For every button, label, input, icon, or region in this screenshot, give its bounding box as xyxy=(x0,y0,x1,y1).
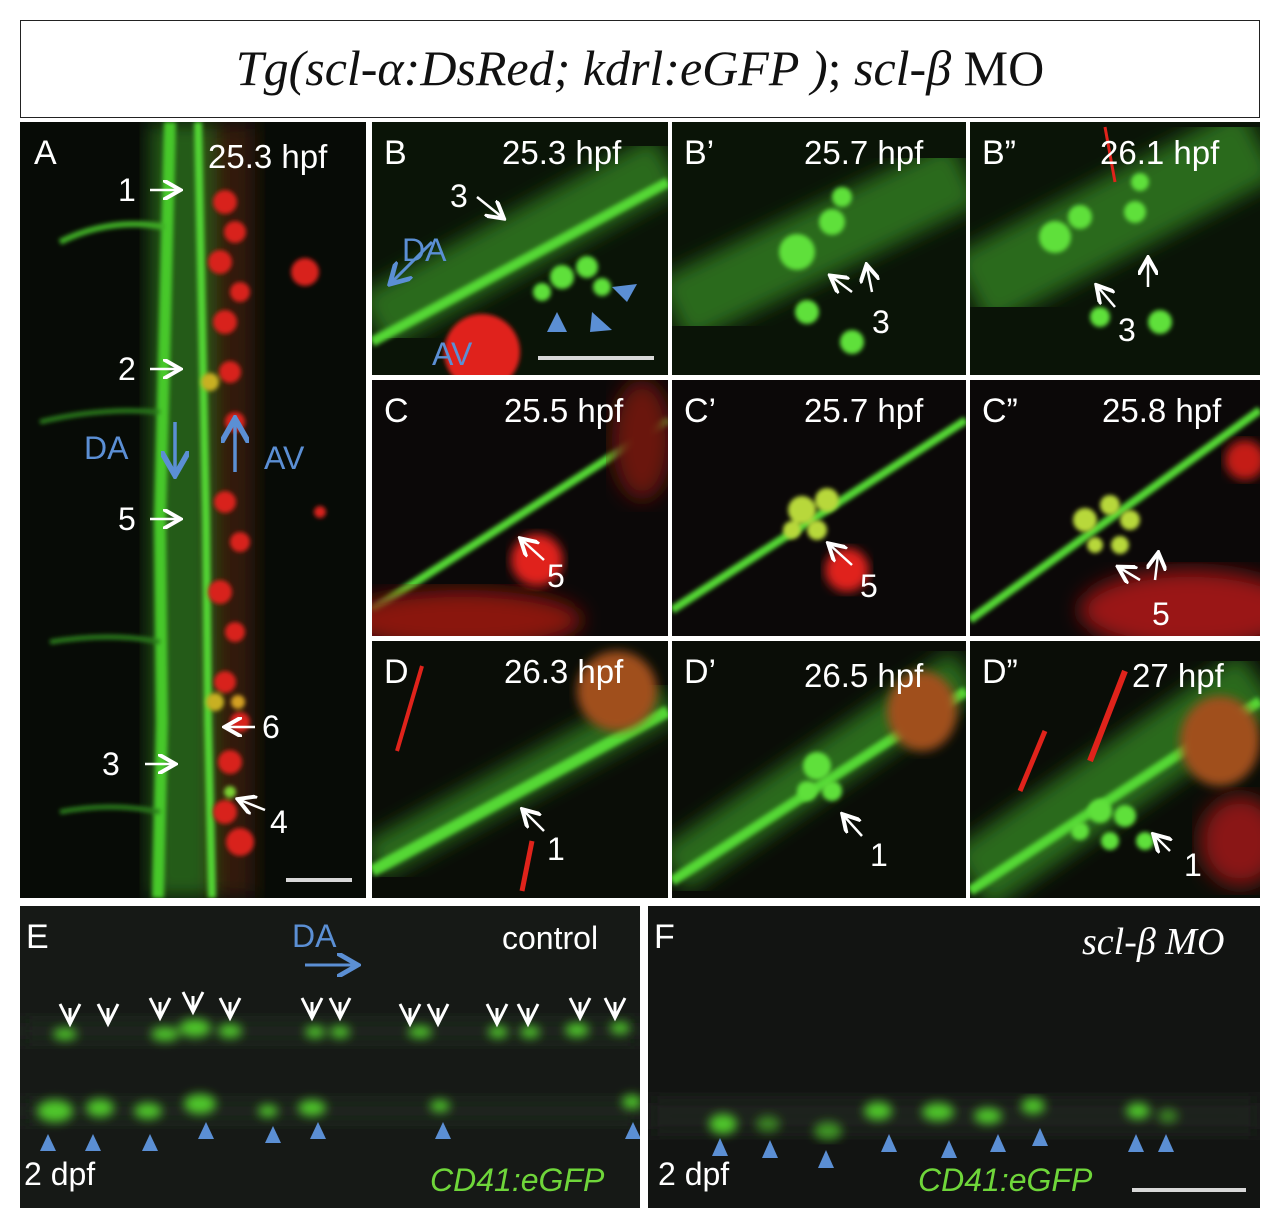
panel-b-mark: 3 xyxy=(450,178,468,214)
panel-e-da-label: DA xyxy=(292,918,337,954)
title-separator: ; xyxy=(827,40,855,96)
panel-b-prime: B’ 25.7 hpf 3 xyxy=(672,122,966,375)
title-transgene: Tg(scl-α:DsRed; kdrl:eGFP ) xyxy=(235,40,828,96)
panel-f: F scl-β MO 2 dpf CD41:eGFP xyxy=(648,906,1260,1208)
panel-e-condition: control xyxy=(502,920,599,956)
panel-a-scale-bar xyxy=(286,878,352,882)
panel-d-label: D xyxy=(384,653,409,691)
panel-e-reporter: CD41:eGFP xyxy=(430,1162,605,1198)
panel-f-image xyxy=(648,906,1260,1208)
panel-b-double-prime-time: 26.1 hpf xyxy=(1100,134,1220,171)
figure-title: Tg(scl-α:DsRed; kdrl:eGFP ); scl-β MO xyxy=(21,39,1259,97)
panel-a-image xyxy=(20,122,366,898)
panel-b-prime-mark: 3 xyxy=(872,304,890,340)
panel-a-mark-4: 4 xyxy=(270,804,288,840)
panel-f-label: F xyxy=(654,918,675,956)
panel-f-scale-bar xyxy=(1132,1188,1246,1192)
panel-e-age: 2 dpf xyxy=(24,1156,96,1192)
figure-title-box: Tg(scl-α:DsRed; kdrl:eGFP ); scl-β MO xyxy=(20,20,1260,118)
panel-c-time: 25.5 hpf xyxy=(504,392,624,429)
panel-a-mark-6: 6 xyxy=(262,709,280,745)
panel-d: D 26.3 hpf 1 xyxy=(372,641,668,898)
panel-e-image xyxy=(20,906,640,1208)
panel-d-prime-image xyxy=(672,641,966,898)
panel-d-prime-label: D’ xyxy=(684,653,717,691)
panel-a-mark-2: 2 xyxy=(118,351,136,387)
panel-e: E DA control 2 dpf CD41:eGFP xyxy=(20,906,640,1208)
panel-e-label: E xyxy=(26,918,49,956)
panel-a-mark-1: 1 xyxy=(118,172,136,208)
panel-a-da-label: DA xyxy=(84,430,129,466)
panel-c-image xyxy=(372,380,668,636)
panel-b-label: B xyxy=(384,134,407,172)
panel-b-scale-bar xyxy=(538,356,654,360)
panel-c-double-prime-mark: 5 xyxy=(1152,596,1170,632)
panel-d-double-prime: D” 27 hpf 1 xyxy=(970,641,1260,898)
panel-b-prime-label: B’ xyxy=(684,134,715,172)
panel-a-mark-5: 5 xyxy=(118,501,136,537)
panel-d-prime-time: 26.5 hpf xyxy=(804,657,924,694)
panel-f-reporter: CD41:eGFP xyxy=(918,1162,1093,1198)
panel-b: B 25.3 hpf 3 DA AV xyxy=(372,122,668,375)
panel-d-double-prime-time: 27 hpf xyxy=(1132,657,1224,694)
panel-c-double-prime-image xyxy=(970,380,1260,636)
panel-b-double-prime-mark: 3 xyxy=(1118,312,1136,348)
panel-b-prime-image xyxy=(672,122,966,375)
panel-c-label: C xyxy=(384,392,409,430)
panel-a-mark-3: 3 xyxy=(102,746,120,782)
panel-d-image xyxy=(372,641,668,898)
panel-c-double-prime-label: C” xyxy=(982,392,1018,430)
panel-c-prime-image xyxy=(672,380,966,636)
panel-d-double-prime-label: D” xyxy=(982,653,1018,691)
panel-b-av-label: AV xyxy=(432,336,473,372)
title-mo: MO xyxy=(951,40,1045,96)
panel-a: A 25.3 hpf 1 2 5 6 3 4 DA AV xyxy=(20,122,366,898)
panel-b-da-label: DA xyxy=(402,232,447,268)
panel-a-av-label: AV xyxy=(264,440,305,476)
panel-a-time: 25.3 hpf xyxy=(208,138,328,175)
panel-b-image xyxy=(372,122,668,375)
panel-c-double-prime-time: 25.8 hpf xyxy=(1102,392,1222,429)
panel-a-label: A xyxy=(34,134,57,172)
panel-c-prime: C’ 25.7 hpf 5 xyxy=(672,380,966,636)
panel-c-prime-mark: 5 xyxy=(860,568,878,604)
panel-d-mark: 1 xyxy=(547,831,565,867)
panel-d-double-prime-image xyxy=(970,641,1260,898)
panel-d-time: 26.3 hpf xyxy=(504,653,624,690)
panel-b-double-prime-image xyxy=(970,122,1260,375)
panel-f-age: 2 dpf xyxy=(658,1156,730,1192)
panel-d-prime-mark: 1 xyxy=(870,837,888,873)
panel-c-mark: 5 xyxy=(547,558,565,594)
panel-b-time: 25.3 hpf xyxy=(502,134,622,171)
panel-f-condition: scl-β MO xyxy=(1082,921,1225,963)
panel-b-double-prime: B” 26.1 hpf 3 xyxy=(970,122,1260,375)
title-gene: scl-β xyxy=(854,40,952,96)
panel-d-double-prime-mark: 1 xyxy=(1184,847,1202,883)
panel-b-double-prime-label: B” xyxy=(982,134,1016,172)
panel-c-prime-time: 25.7 hpf xyxy=(804,392,924,429)
panel-b-prime-time: 25.7 hpf xyxy=(804,134,924,171)
panel-c-prime-label: C’ xyxy=(684,392,717,430)
panel-c-double-prime: C” 25.8 hpf 5 xyxy=(970,380,1260,636)
panel-c: C 25.5 hpf 5 xyxy=(372,380,668,636)
panel-d-prime: D’ 26.5 hpf 1 xyxy=(672,641,966,898)
